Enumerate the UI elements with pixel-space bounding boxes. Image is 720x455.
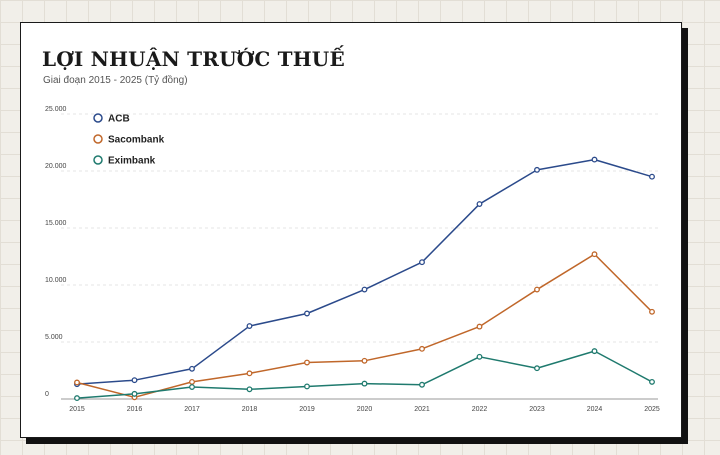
data-point-acb bbox=[476, 201, 483, 208]
y-tick-label: 5.000 bbox=[45, 334, 63, 341]
data-point-acb bbox=[189, 365, 195, 372]
data-point-sacombank bbox=[591, 251, 598, 258]
x-tick-label: 2020 bbox=[357, 406, 373, 413]
chart-title: LỢI NHUẬN TRƯỚC THUẾ bbox=[42, 47, 345, 71]
x-tick-label: 2015 bbox=[69, 406, 85, 413]
x-tick-label: 2017 bbox=[184, 406, 200, 413]
data-point-acb bbox=[361, 286, 368, 293]
x-tick-label: 2019 bbox=[299, 406, 315, 413]
legend-label: Eximbank bbox=[108, 156, 156, 167]
data-point-eximbank bbox=[591, 348, 598, 355]
data-point-eximbank bbox=[131, 390, 138, 397]
data-point-sacombank bbox=[534, 286, 540, 293]
data-point-acb bbox=[419, 259, 425, 266]
data-point-eximbank bbox=[649, 378, 655, 385]
x-tick-label: 2023 bbox=[529, 406, 545, 413]
data-point-eximbank bbox=[534, 365, 540, 372]
x-tick-label: 2022 bbox=[472, 406, 488, 413]
data-point-eximbank bbox=[304, 383, 310, 390]
legend-marker-eximbank bbox=[93, 155, 103, 165]
chart-card: LỢI NHUẬN TRƯỚC THUẾ Giai đoạn 2015 - 20… bbox=[20, 22, 682, 438]
y-tick-label: 20.000 bbox=[45, 163, 67, 170]
legend-label: Sacombank bbox=[108, 135, 165, 146]
y-tick-label: 15.000 bbox=[45, 220, 67, 227]
legend-marker-sacombank bbox=[93, 134, 103, 144]
series-line-sacombank bbox=[76, 253, 653, 399]
data-point-eximbank bbox=[476, 353, 483, 360]
data-point-acb bbox=[591, 156, 598, 163]
data-point-sacombank bbox=[649, 308, 655, 315]
x-tick-label: 2024 bbox=[587, 406, 603, 413]
data-point-eximbank bbox=[246, 386, 253, 393]
data-point-acb bbox=[534, 166, 540, 173]
data-point-acb bbox=[246, 323, 253, 329]
data-point-acb bbox=[649, 173, 655, 180]
x-tick-label: 2016 bbox=[127, 406, 143, 413]
data-point-acb bbox=[131, 377, 138, 384]
y-tick-label: 10.000 bbox=[45, 277, 67, 284]
legend-marker-acb bbox=[93, 113, 103, 123]
data-point-eximbank bbox=[74, 395, 80, 402]
chart-subtitle: Giai đoạn 2015 - 2025 (Tỷ đồng) bbox=[43, 75, 188, 86]
x-tick-label: 2021 bbox=[414, 406, 430, 413]
data-point-sacombank bbox=[74, 379, 80, 386]
data-point-sacombank bbox=[304, 359, 310, 366]
data-point-sacombank bbox=[246, 370, 253, 377]
y-tick-label: 0 bbox=[45, 391, 49, 398]
data-point-eximbank bbox=[361, 380, 368, 387]
data-point-eximbank bbox=[189, 384, 195, 390]
data-point-sacombank bbox=[476, 323, 483, 330]
data-point-acb bbox=[304, 310, 310, 317]
y-tick-label: 25.000 bbox=[45, 106, 67, 113]
data-point-sacombank bbox=[189, 378, 195, 385]
data-point-sacombank bbox=[419, 345, 425, 352]
legend-label: ACB bbox=[108, 114, 130, 125]
x-tick-label: 2018 bbox=[242, 406, 258, 413]
data-point-eximbank bbox=[419, 381, 425, 388]
line-chart: 0 5.000 10.000 15.000 20.000 25.000 2015 2016 20… bbox=[45, 106, 660, 413]
x-tick-label: 2025 bbox=[644, 406, 660, 413]
data-point-sacombank bbox=[361, 357, 368, 364]
